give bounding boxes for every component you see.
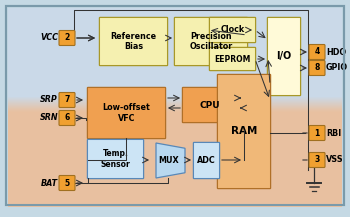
Bar [8,102,342,104]
FancyBboxPatch shape [309,44,325,59]
Bar [8,109,342,110]
FancyBboxPatch shape [174,17,247,66]
Bar [8,108,342,110]
Bar [8,111,342,112]
FancyBboxPatch shape [209,17,256,43]
Text: GPIO: GPIO [326,64,348,72]
Bar [8,97,342,98]
Text: RBI: RBI [326,128,341,138]
Bar [8,112,342,207]
FancyBboxPatch shape [267,17,301,96]
Text: EEPROM: EEPROM [214,54,251,64]
Polygon shape [156,143,185,178]
Bar [8,104,342,105]
FancyBboxPatch shape [59,176,75,191]
FancyBboxPatch shape [59,92,75,107]
Bar [8,98,342,99]
Text: HDQ: HDQ [326,48,346,56]
Text: Reference
Bias: Reference Bias [111,32,156,51]
Text: 4: 4 [314,48,320,56]
Text: 6: 6 [64,113,70,123]
FancyBboxPatch shape [309,153,325,168]
Text: 2: 2 [64,33,70,43]
Text: 5: 5 [64,179,70,187]
Bar [8,99,342,100]
Bar [8,107,342,108]
Text: Precision
Oscillator: Precision Oscillator [189,32,233,51]
Bar [8,97,342,99]
Text: 8: 8 [314,64,320,72]
Text: VCC: VCC [40,33,58,43]
Text: I/O: I/O [276,51,292,61]
FancyBboxPatch shape [217,74,271,189]
Bar [8,100,342,101]
Text: BAT: BAT [41,179,58,187]
Text: Temp.
Sensor: Temp. Sensor [101,149,130,169]
Bar [8,110,342,112]
Text: 3: 3 [314,156,320,164]
Bar [8,105,342,106]
Text: SRN: SRN [39,113,58,123]
Text: 7: 7 [64,95,70,105]
FancyBboxPatch shape [99,17,168,66]
FancyBboxPatch shape [209,47,256,71]
Bar [8,101,342,102]
FancyBboxPatch shape [59,31,75,46]
Bar [8,106,342,107]
Text: ADC: ADC [197,156,216,165]
Bar [8,108,342,109]
FancyBboxPatch shape [88,139,144,179]
Bar [8,107,342,108]
Text: VSS: VSS [326,156,344,164]
Text: SRP: SRP [40,95,58,105]
Bar [8,99,342,100]
Text: Clock: Clock [220,26,245,35]
Bar [8,8,342,112]
Text: CPU: CPU [200,100,220,110]
Text: RAM: RAM [231,127,257,136]
Bar [8,110,342,111]
Bar [8,105,342,107]
FancyBboxPatch shape [309,61,325,76]
FancyBboxPatch shape [309,125,325,140]
Text: MUX: MUX [158,156,179,165]
Bar [8,103,342,104]
FancyBboxPatch shape [59,110,75,125]
FancyBboxPatch shape [182,87,238,123]
Bar [8,104,342,105]
Text: 1: 1 [314,128,320,138]
Bar [8,102,342,103]
FancyBboxPatch shape [88,87,166,139]
FancyBboxPatch shape [194,142,219,179]
Bar [8,100,342,102]
Text: Low-offset
VFC: Low-offset VFC [103,103,150,123]
